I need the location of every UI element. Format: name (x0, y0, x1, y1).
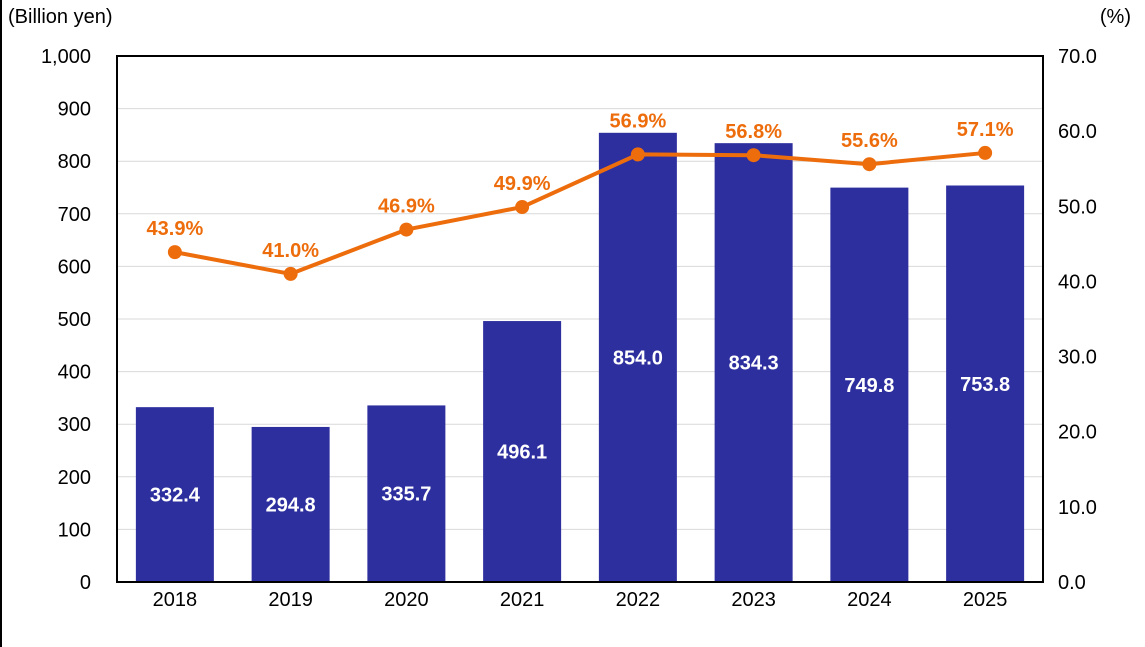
percent-label: 49.9% (494, 173, 551, 195)
right-axis-tick-label: 70.0 (1058, 46, 1097, 68)
left-axis-tick-label: 0 (80, 572, 91, 594)
bar (251, 426, 330, 582)
left-axis-tick-label: 300 (58, 414, 91, 436)
bar (135, 407, 214, 582)
bar (946, 185, 1025, 582)
bar (830, 187, 909, 582)
data-point-marker (630, 147, 645, 162)
left-axis-tick-label: 600 (58, 256, 91, 278)
right-axis-tick-label: 40.0 (1058, 271, 1097, 293)
right-axis-tick-label: 20.0 (1058, 422, 1097, 444)
right-axis-tick-label: 60.0 (1058, 121, 1097, 143)
bar-value-label: 335.7 (381, 484, 431, 506)
data-point-marker (978, 145, 993, 160)
percent-label: 46.9% (378, 196, 435, 218)
x-axis-tick-label: 2021 (500, 589, 545, 611)
bar (714, 143, 793, 582)
left-axis-tick-label: 800 (58, 151, 91, 173)
data-point-marker (167, 245, 182, 260)
bar (367, 405, 446, 582)
percent-label: 56.9% (610, 110, 667, 132)
bar-value-label: 496.1 (497, 442, 547, 464)
right-axis-tick-label: 50.0 (1058, 196, 1097, 218)
x-axis-tick-label: 2025 (963, 589, 1008, 611)
data-point-marker (283, 266, 298, 281)
x-axis-tick-label: 2020 (384, 589, 429, 611)
percent-label: 55.6% (841, 130, 898, 152)
bar-value-label: 749.8 (844, 375, 894, 397)
bar-value-label: 854.0 (613, 347, 663, 369)
bar (598, 132, 677, 582)
left-axis-tick-label: 200 (58, 467, 91, 489)
percent-label: 57.1% (957, 119, 1014, 141)
right-axis-tick-label: 10.0 (1058, 497, 1097, 519)
trend-line (174, 150, 986, 276)
x-axis-tick-label: 2023 (731, 589, 776, 611)
left-axis-tick-label: 500 (58, 309, 91, 331)
x-axis-tick-label: 2019 (268, 589, 313, 611)
left-edge-line (0, 0, 2, 647)
percent-label: 41.0% (262, 240, 319, 262)
right-axis-tick-label: 30.0 (1058, 347, 1097, 369)
right-axis-tick-label: 0.0 (1058, 572, 1086, 594)
left-axis-tick-label: 900 (58, 99, 91, 121)
data-point-marker (746, 148, 761, 163)
data-point-marker (399, 222, 414, 237)
percent-label: 56.8% (725, 121, 782, 143)
x-axis-tick-label: 2018 (153, 589, 198, 611)
bar-value-label: 834.3 (729, 353, 779, 375)
percent-label: 43.9% (147, 218, 204, 240)
left-axis-tick-label: 400 (58, 362, 91, 384)
left-axis-title: (Billion yen) (8, 6, 113, 28)
bar-value-label: 332.4 (150, 485, 201, 507)
left-axis-tick-label: 100 (58, 519, 91, 541)
plot-border (116, 55, 1044, 583)
bar-value-label: 294.8 (266, 494, 316, 516)
x-axis-tick-label: 2022 (616, 589, 661, 611)
data-point-marker (862, 157, 877, 172)
right-axis-title: (%) (1099, 6, 1131, 28)
left-axis-tick-label: 700 (58, 204, 91, 226)
data-point-marker (515, 200, 530, 215)
bar (483, 321, 562, 582)
bar-value-label: 753.8 (960, 374, 1010, 396)
x-axis-tick-label: 2024 (847, 589, 892, 611)
left-axis-tick-label: 1,000 (41, 46, 91, 68)
